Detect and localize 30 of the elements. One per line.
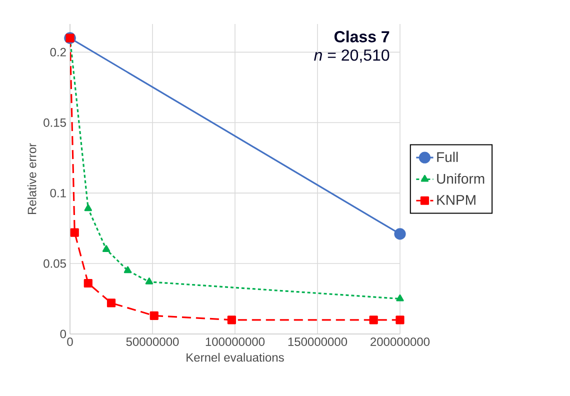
y-tick-label: 0.05 (44, 259, 66, 268)
x-tick-label: 200000000 (370, 338, 430, 346)
point (124, 266, 132, 274)
x-tick-label: 50000000 (126, 338, 179, 346)
legend-label: KNPM (437, 195, 476, 205)
y-tick-label: 0 (60, 330, 66, 338)
point (106, 298, 116, 308)
point (394, 228, 406, 240)
legend-label: Full (437, 152, 458, 162)
y-tick-label: 0.2 (50, 48, 66, 56)
point (150, 311, 158, 320)
point (84, 278, 92, 288)
point (396, 316, 404, 324)
chart-title: Class 7 (334, 30, 390, 42)
point (145, 278, 154, 284)
legend-label: Uniform (437, 173, 484, 184)
point (84, 204, 92, 212)
point (102, 245, 110, 252)
text: n = 20,510 (314, 49, 390, 63)
x-axis-title: Kernel evaluations (186, 352, 284, 362)
point (227, 316, 236, 324)
x-tick-label: 100000000 (206, 338, 265, 346)
point (369, 316, 378, 324)
y-tick-label: 0.1 (50, 188, 66, 198)
x-tick-label: 0 (67, 338, 73, 346)
x-tick-label: 150000000 (288, 338, 348, 346)
y-tick-label: 0.15 (44, 118, 66, 127)
point (396, 294, 404, 302)
y-axis-title: Relative error (27, 143, 36, 214)
point (70, 228, 79, 237)
